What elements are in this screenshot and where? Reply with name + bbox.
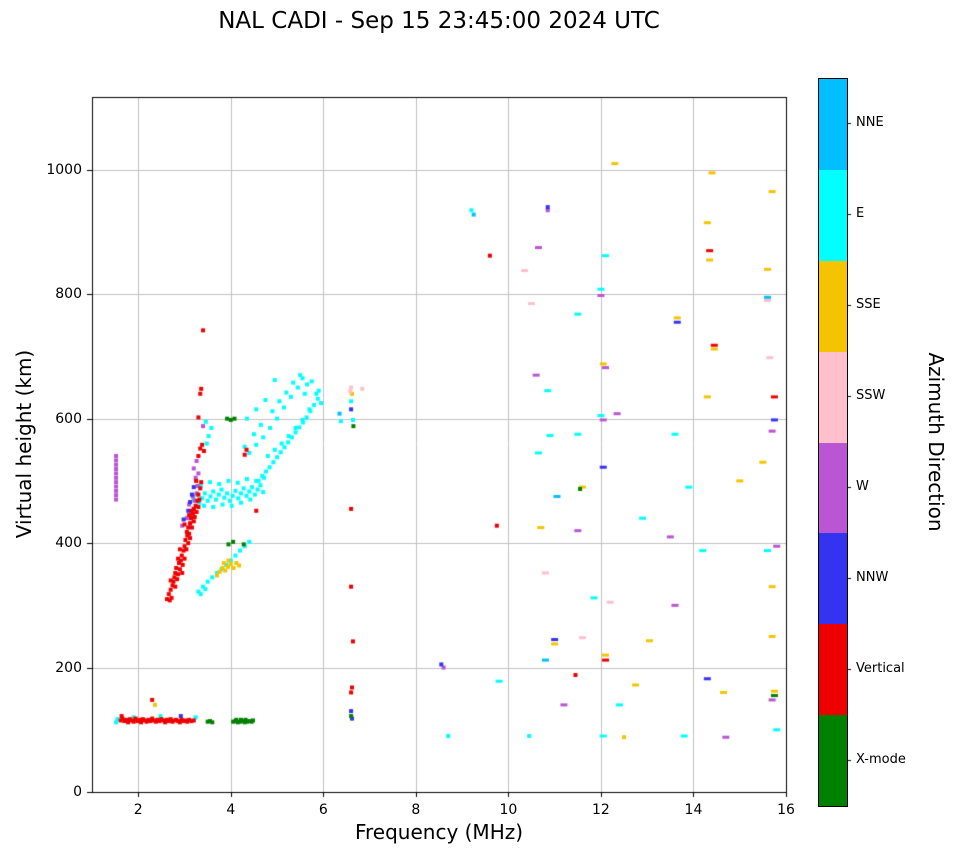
x-axis-label: Frequency (MHz) xyxy=(354,820,524,844)
colorbar-label-nnw: NNW xyxy=(856,569,889,585)
colorbar-label-nne: NNE xyxy=(856,115,884,131)
colorbar-segment-w xyxy=(819,442,847,534)
colorbar-segment-sse xyxy=(819,260,847,352)
colorbar-segment-x-mode xyxy=(819,715,847,806)
x-tick-label: 14 xyxy=(684,802,703,818)
colorbar-label-w: W xyxy=(856,478,869,494)
x-tick-label: 2 xyxy=(133,802,143,818)
y-tick-label: 800 xyxy=(55,286,82,303)
colorbar-segment-ssw xyxy=(819,351,847,443)
y-tick-label: 0 xyxy=(73,784,82,800)
y-tick-label: 600 xyxy=(55,410,82,427)
colorbar-label-e: E xyxy=(856,206,865,222)
colorbar-label-ssw: SSW xyxy=(856,388,886,404)
x-tick-label: 8 xyxy=(411,802,421,818)
x-tick-label: 6 xyxy=(318,802,328,818)
x-tick-label: 4 xyxy=(226,802,236,818)
y-tick-label: 200 xyxy=(55,659,82,676)
y-axis-label: Virtual height (km) xyxy=(12,349,36,539)
colorbar-segment-e xyxy=(819,169,847,261)
x-tick-label: 12 xyxy=(592,802,610,818)
colorbar-title: Azimuth Direction xyxy=(924,352,948,532)
colorbar-label-x-mode: X-mode xyxy=(856,751,906,767)
y-tick-label: 400 xyxy=(55,535,82,552)
chart-title: NAL CADI - Sep 15 23:45:00 2024 UTC xyxy=(218,8,660,34)
colorbar-label-vertical: Vertical xyxy=(856,660,905,676)
colorbar xyxy=(818,78,848,807)
colorbar-segment-vertical xyxy=(819,624,847,716)
colorbar-label-sse: SSE xyxy=(856,297,881,313)
colorbar-segment-nnw xyxy=(819,533,847,625)
y-tick-label: 1000 xyxy=(46,161,82,178)
x-tick-label: 10 xyxy=(499,802,518,818)
colorbar-segment-nne xyxy=(819,79,847,170)
x-tick-label: 16 xyxy=(777,802,795,818)
